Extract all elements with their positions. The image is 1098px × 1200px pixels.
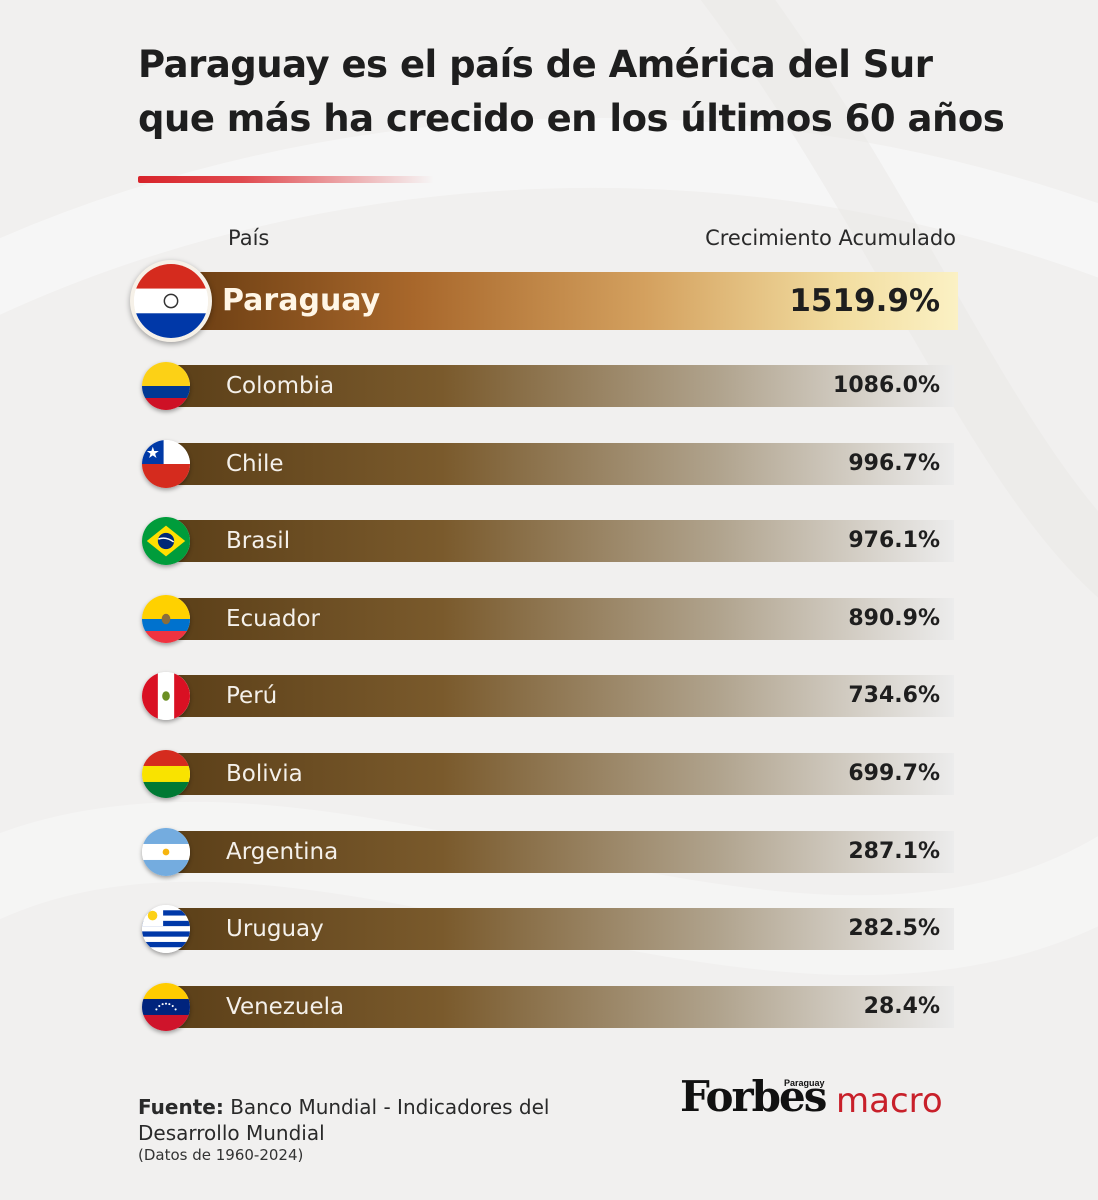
bar — [166, 365, 954, 407]
source-note: Fuente: Banco Mundial - Indicadores del … — [138, 1094, 608, 1146]
growth-value-label: 976.1% — [848, 528, 940, 554]
bar — [166, 675, 954, 718]
growth-value-label: 287.1% — [848, 838, 940, 864]
uruguay-flag-icon — [142, 905, 190, 954]
column-header-country: País — [228, 226, 270, 250]
country-label: Uruguay — [226, 916, 324, 943]
growth-value-label: 996.7% — [848, 450, 940, 476]
source-text: Banco Mundial - Indicadores del Desarrol… — [138, 1095, 550, 1145]
bar — [166, 442, 954, 485]
growth-value-label: 282.5% — [848, 916, 940, 942]
country-label: Chile — [226, 450, 284, 477]
logo-section: macro — [836, 1081, 943, 1121]
country-label: Brasil — [226, 528, 291, 555]
bolivia-flag-icon — [142, 750, 190, 798]
bar — [166, 908, 954, 951]
colombia-flag-icon — [142, 362, 190, 410]
logo-edition: Paraguay — [784, 1078, 825, 1088]
paraguay-flag-icon — [130, 260, 212, 342]
brazil-flag-icon — [142, 517, 190, 566]
growth-value-label: 1086.0% — [833, 373, 940, 398]
country-label: Colombia — [226, 373, 335, 399]
growth-value-label: 28.4% — [863, 993, 940, 1019]
bar — [180, 272, 958, 330]
bar — [166, 753, 954, 795]
bar — [166, 597, 954, 640]
growth-value-label: 1519.9% — [789, 283, 940, 319]
country-label: Paraguay — [222, 283, 381, 318]
bar — [166, 830, 954, 873]
chart-title: Paraguay es el país de América del Sur q… — [138, 38, 1038, 146]
title-line-1: Paraguay es el país de América del Sur — [138, 43, 933, 86]
logo-brand: Forbes — [680, 1072, 827, 1121]
country-label: Ecuador — [226, 605, 320, 632]
country-label: Perú — [226, 683, 278, 710]
growth-value-label: 699.7% — [848, 761, 940, 786]
growth-value-label: 734.6% — [848, 683, 940, 709]
argentina-flag-icon — [142, 827, 190, 876]
bar — [166, 985, 954, 1028]
forbes-macro-logo: Forbes Paraguay macro — [680, 1072, 970, 1122]
venezuela-flag-icon — [142, 982, 190, 1031]
ecuador-flag-icon — [142, 594, 190, 643]
data-years-note: (Datos de 1960-2024) — [138, 1146, 304, 1164]
chile-flag-icon — [142, 439, 190, 488]
growth-value-label: 890.9% — [848, 605, 940, 631]
bar — [166, 520, 954, 563]
country-label: Venezuela — [226, 993, 345, 1020]
peru-flag-icon — [142, 672, 190, 721]
country-label: Argentina — [226, 838, 339, 865]
source-label: Fuente: — [138, 1095, 224, 1119]
country-label: Bolivia — [226, 761, 303, 787]
title-line-2: que más ha crecido en los últimos 60 año… — [138, 97, 1005, 140]
accent-divider — [138, 176, 434, 183]
column-header-growth: Crecimiento Acumulado — [705, 226, 956, 250]
